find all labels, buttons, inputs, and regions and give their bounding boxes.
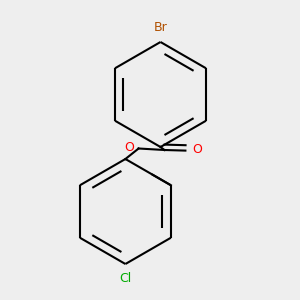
Text: Cl: Cl [119, 272, 131, 284]
Text: O: O [192, 142, 202, 156]
Text: O: O [124, 141, 134, 154]
Text: Br: Br [154, 22, 167, 34]
